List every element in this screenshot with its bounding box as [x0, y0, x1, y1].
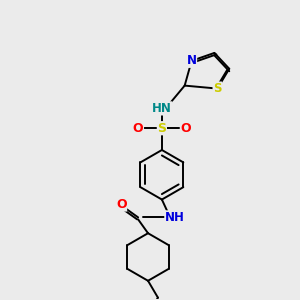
Text: N: N [187, 54, 196, 67]
Text: HN: HN [152, 102, 172, 115]
Text: O: O [116, 198, 127, 211]
Text: S: S [158, 122, 166, 135]
Text: S: S [213, 82, 222, 95]
Text: O: O [180, 122, 191, 135]
Text: NH: NH [165, 211, 185, 224]
Text: O: O [133, 122, 143, 135]
